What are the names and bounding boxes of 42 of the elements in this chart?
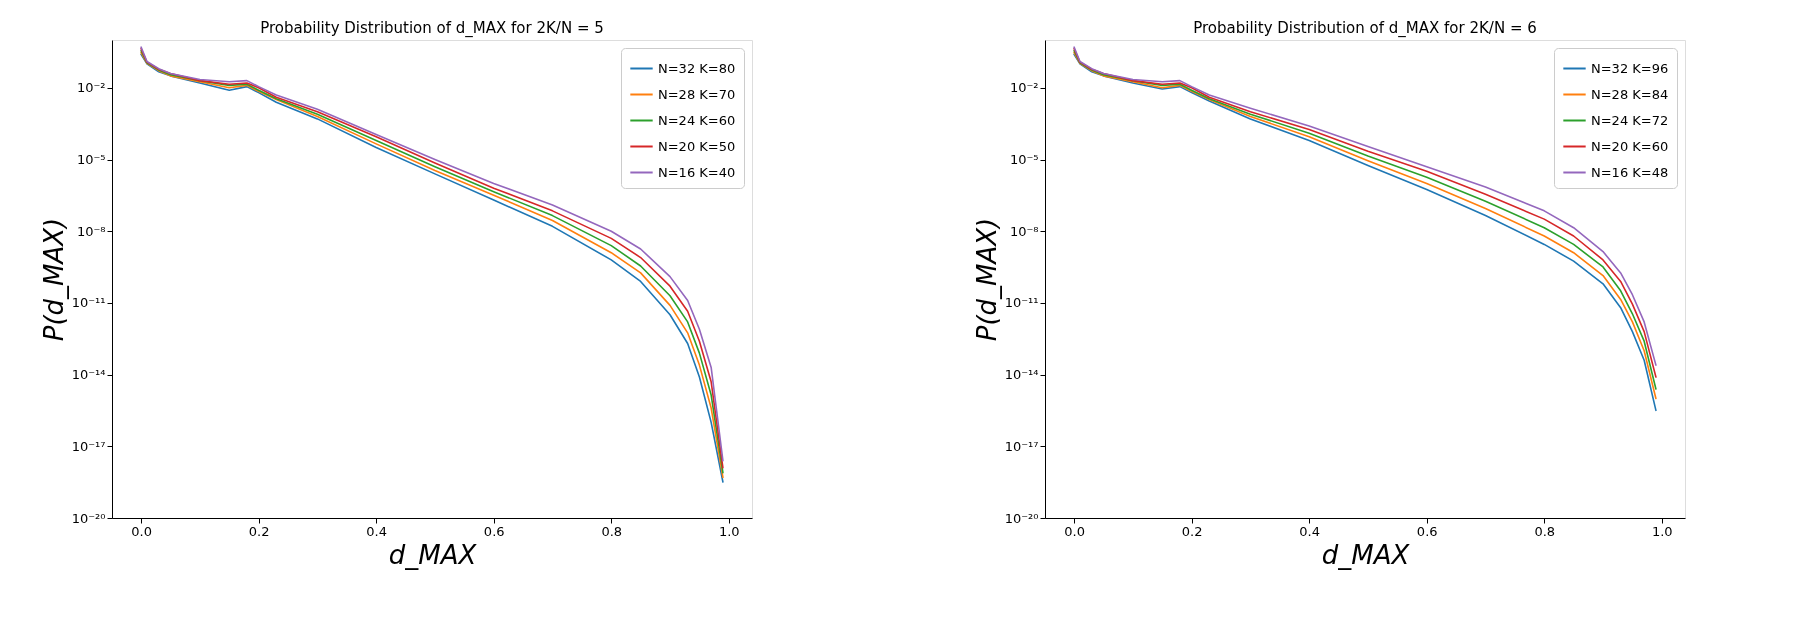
legend-label: N=24 K=72 (1591, 112, 1669, 128)
x-tick-label: 0.4 (366, 523, 388, 539)
x-tick-label: 0.8 (601, 523, 623, 539)
y-tick-label: 10⁻⁵ (1009, 152, 1039, 167)
y-tick-label: 10⁻¹¹ (1004, 295, 1039, 311)
x-axis-title: d_MAX (1321, 539, 1411, 570)
y-tick-label: 10⁻¹¹ (71, 295, 106, 311)
y-tick-label: 10⁻⁸ (1009, 223, 1039, 239)
x-tick-label: 0.4 (1299, 523, 1321, 539)
y-tick-label: 10⁻⁸ (76, 223, 106, 239)
x-tick-label: 0.6 (1416, 523, 1438, 539)
y-tick-label: 10⁻²⁰ (1004, 510, 1039, 526)
chart-title: Probability Distribution of d_MAX for 2K/N = 6 (1193, 19, 1537, 38)
legend-label: N=32 K=80 (658, 60, 736, 76)
x-tick-label: 0.0 (1064, 523, 1085, 539)
y-tick-label: 10⁻¹⁷ (71, 438, 106, 454)
legend-label: N=28 K=70 (658, 86, 736, 102)
x-tick-label: 0.8 (1534, 523, 1556, 539)
legend-label: N=28 K=84 (1591, 86, 1669, 102)
legend-label: N=20 K=50 (658, 138, 736, 154)
legend-label: N=16 K=48 (1591, 164, 1669, 180)
legend-label: N=32 K=96 (1591, 60, 1669, 76)
y-tick-label: 10⁻²⁰ (71, 510, 106, 526)
y-tick-label: 10⁻⁵ (76, 152, 106, 167)
y-tick-label: 10⁻² (76, 80, 106, 96)
x-tick-label: 0.2 (1181, 523, 1203, 539)
y-tick-label: 10⁻² (1009, 80, 1039, 96)
y-tick-label: 10⁻¹⁴ (71, 367, 106, 383)
x-tick-label: 1.0 (1651, 523, 1673, 539)
chart-title: Probability Distribution of d_MAX for 2K/N = 5 (260, 19, 604, 38)
x-axis-title: d_MAX (388, 539, 478, 570)
legend-label: N=24 K=60 (658, 112, 736, 128)
y-tick-label: 10⁻¹⁷ (1004, 438, 1039, 454)
y-tick-label: 10⁻¹⁴ (1004, 367, 1039, 383)
legend-label: N=16 K=40 (658, 164, 736, 180)
y-axis-title: P(d_MAX) (38, 217, 69, 342)
y-axis-title: P(d_MAX) (971, 217, 1002, 342)
x-tick-label: 1.0 (718, 523, 740, 539)
legend-label: N=20 K=60 (1591, 138, 1669, 154)
x-tick-label: 0.6 (483, 523, 505, 539)
x-tick-label: 0.0 (131, 523, 152, 539)
x-tick-label: 0.2 (248, 523, 270, 539)
